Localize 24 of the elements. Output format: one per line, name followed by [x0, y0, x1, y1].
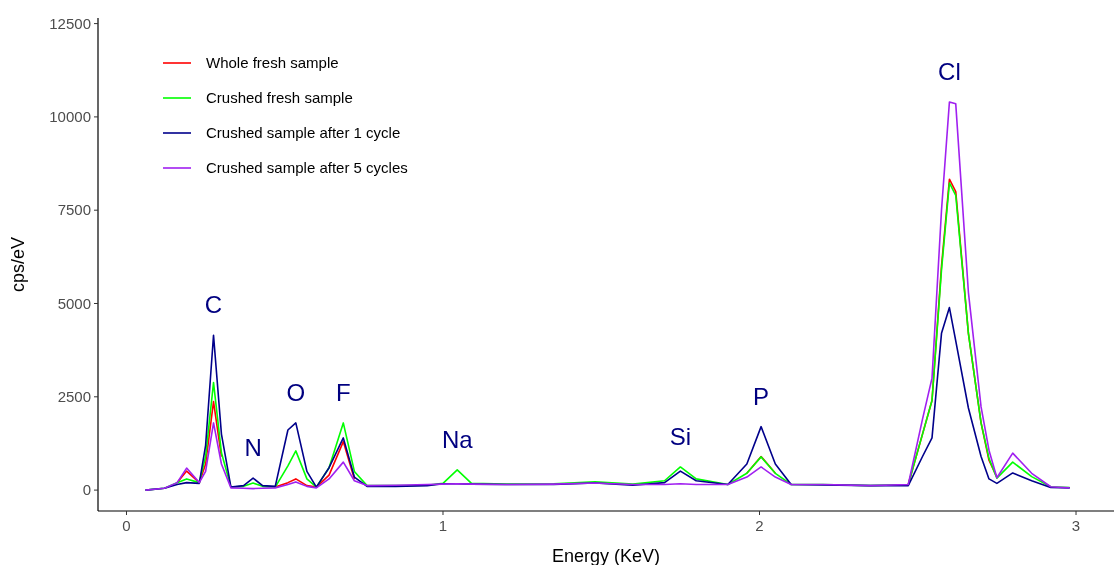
y-tick-label: 5000	[57, 294, 91, 312]
y-axis-title: cps/eV	[8, 236, 28, 293]
x-tick-label: 1	[438, 517, 448, 534]
annotation: F	[335, 378, 351, 406]
legend-label: Crushed fresh sample	[206, 89, 353, 107]
annotation: N	[244, 434, 262, 462]
y-tick-label: 12500	[49, 14, 91, 32]
legend-label: Crushed sample after 5 cycles	[206, 159, 408, 177]
y-tick-label: 2500	[57, 388, 91, 406]
x-tick-label: 2	[755, 517, 764, 534]
legend-label: Whole fresh sample	[206, 54, 339, 72]
y-tick-label: 7500	[57, 201, 91, 219]
legend-label: Crushed sample after 1 cycle	[206, 124, 401, 142]
x-tick-label: 3	[1071, 517, 1081, 534]
annotation: Si	[669, 422, 692, 450]
y-tick-label: 10000	[49, 108, 91, 126]
annotation: P	[753, 382, 770, 410]
annotation: C	[204, 291, 223, 319]
annotation: Cl	[938, 57, 961, 85]
x-axis-title: Energy (KeV)	[551, 546, 661, 565]
annotation: Na	[441, 425, 474, 453]
x-tick-label: 0	[122, 517, 131, 534]
y-tick-label: 0	[82, 481, 91, 499]
annotation: O	[286, 378, 306, 406]
